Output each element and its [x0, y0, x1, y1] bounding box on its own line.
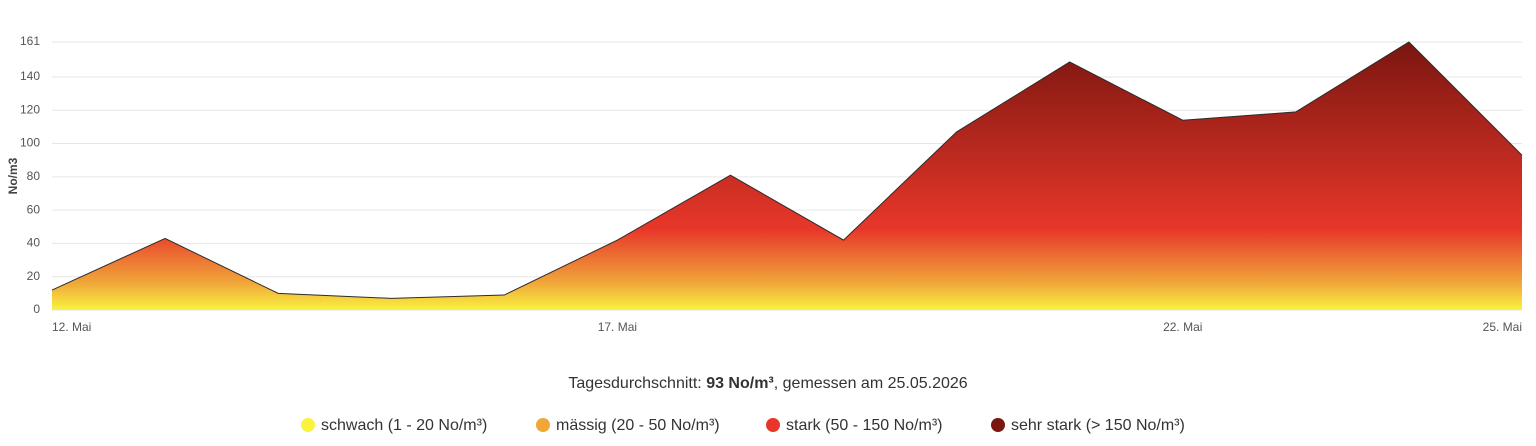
footer: Tagesdurchschnitt: 93 No/m³, gemessen am…	[568, 375, 967, 392]
footer-suffix: , gemessen am 25.05.2026	[774, 375, 968, 392]
y-tick-label: 120	[20, 102, 40, 116]
y-tick-label: 140	[20, 69, 40, 83]
legend-item: mässig (20 - 50 No/m³)	[536, 417, 720, 434]
line	[51, 41, 1523, 299]
legend-marker	[991, 418, 1005, 432]
y-tick-label: 161	[20, 34, 40, 48]
legend-label: stark (50 - 150 No/m³)	[786, 417, 942, 434]
x-tick-label: 17. Mai	[598, 320, 637, 334]
x-tick-label: 25. Mai	[1483, 320, 1522, 334]
legend-label: schwach (1 - 20 No/m³)	[321, 417, 487, 434]
legend-marker	[536, 418, 550, 432]
y-tick-label: 20	[27, 269, 41, 283]
y-tick-label: 80	[27, 169, 41, 183]
legend-item: stark (50 - 150 No/m³)	[766, 417, 942, 434]
legend-marker	[301, 418, 315, 432]
legend-item: sehr stark (> 150 No/m³)	[991, 417, 1185, 434]
area	[52, 42, 1522, 310]
legend-marker	[766, 418, 780, 432]
legend-label: sehr stark (> 150 No/m³)	[1011, 417, 1185, 434]
footer-prefix: Tagesdurchschnitt:	[568, 375, 706, 392]
x-tick-label: 22. Mai	[1163, 320, 1202, 334]
y-tick-label: 0	[33, 302, 40, 316]
y-tick-label: 40	[27, 236, 41, 250]
legend-item: schwach (1 - 20 No/m³)	[301, 417, 487, 434]
y-tick-label: 100	[20, 136, 40, 150]
legend-label: mässig (20 - 50 No/m³)	[556, 417, 720, 434]
footer-value: 93 No/m³	[706, 375, 774, 392]
x-tick-label: 12. Mai	[52, 320, 91, 334]
y-axis-title: No/m3	[6, 157, 20, 194]
y-tick-label: 60	[27, 202, 41, 216]
